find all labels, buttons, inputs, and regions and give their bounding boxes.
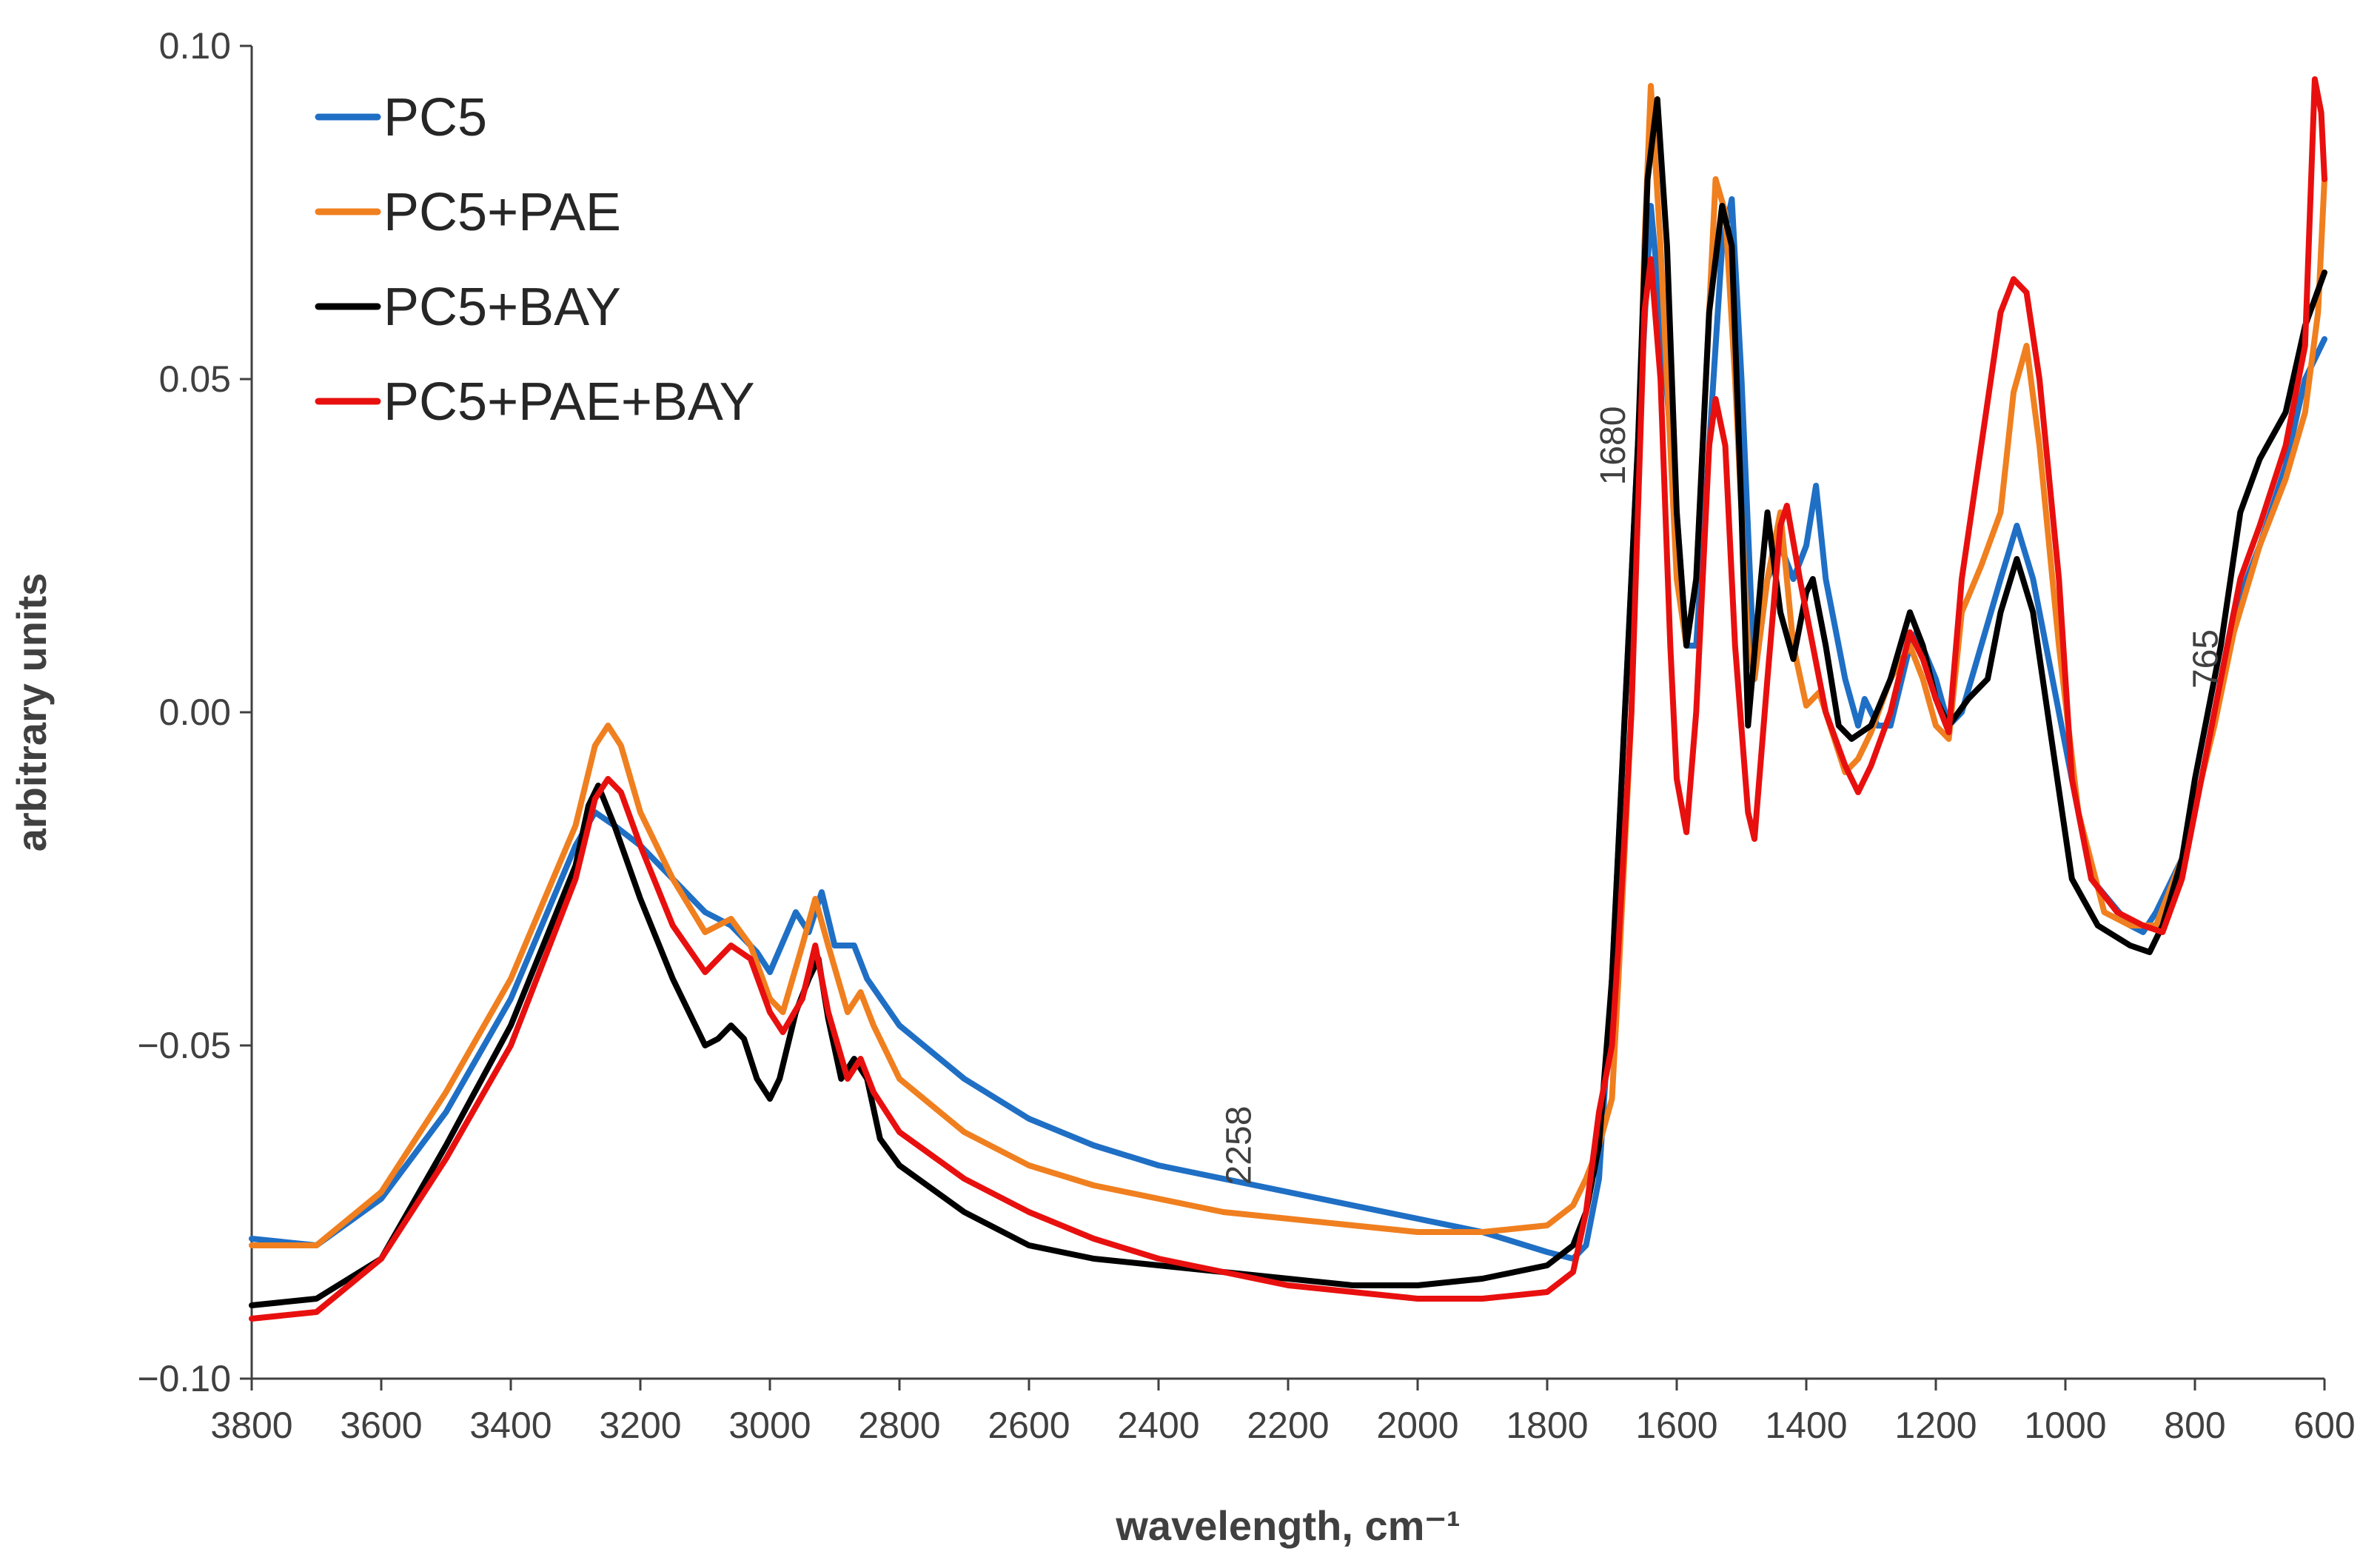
x-axis-ticks: 3800 3600 3400 3200 3000 2800 2600 2400 2200 2000… (210, 1379, 2356, 1446)
y-axis-title: arbitrary units (8, 573, 55, 852)
y-tick-label: −0.05 (137, 1025, 231, 1066)
annotation-label: 2258 (1219, 1106, 1258, 1185)
legend-label: PC5+PAE+BAY (383, 372, 755, 432)
x-tick-label: 600 (2293, 1405, 2355, 1446)
y-tick-label: 0.10 (159, 25, 231, 67)
x-tick-label: 3200 (599, 1405, 681, 1446)
series-line-pc5-pae-bay (249, 76, 2327, 1322)
x-tick-label: 3800 (210, 1405, 292, 1446)
annotation-label: 1680 (1594, 406, 1633, 486)
annotations: 2258 1680 765 (1219, 406, 2225, 1185)
x-tick-label: 1200 (1894, 1405, 1977, 1446)
x-tick-label: 2800 (858, 1405, 940, 1446)
x-tick-label: 2600 (988, 1405, 1070, 1446)
x-tick-label: 1000 (2024, 1405, 2106, 1446)
x-axis-title: wavelength, cm⁻¹ (1115, 1502, 1460, 1549)
axes (250, 46, 2324, 1380)
series-line-pc5 (249, 196, 2327, 1262)
y-tick-label: 0.05 (159, 358, 231, 400)
x-tick-label: 2400 (1117, 1405, 1199, 1446)
series-line-pc5-pae (249, 83, 2327, 1248)
x-tick-label: 800 (2164, 1405, 2225, 1446)
legend-label: PC5+PAE (383, 183, 621, 242)
y-tick-label: 0.00 (159, 692, 231, 733)
annotation-label: 765 (2187, 629, 2226, 689)
x-tick-label: 1600 (1635, 1405, 1717, 1446)
y-axis-ticks: 0.10 0.05 0.00 −0.05 −0.10 (137, 25, 252, 1399)
series-lines (249, 76, 2327, 1322)
y-tick-label: −0.10 (137, 1358, 231, 1399)
x-tick-label: 1400 (1765, 1405, 1847, 1446)
series-line-pc5-bay (249, 96, 2327, 1308)
x-tick-label: 3400 (469, 1405, 552, 1446)
legend-label: PC5 (383, 88, 487, 147)
legend: PC5 PC5+PAE PC5+BAY PC5+PAE+BAY (315, 88, 755, 432)
x-tick-label: 3000 (728, 1405, 811, 1446)
x-tick-label: 2000 (1376, 1405, 1458, 1446)
x-tick-label: 1800 (1506, 1405, 1588, 1446)
x-tick-label: 3600 (340, 1405, 422, 1446)
legend-label: PC5+BAY (383, 278, 621, 337)
x-tick-label: 2200 (1247, 1405, 1329, 1446)
